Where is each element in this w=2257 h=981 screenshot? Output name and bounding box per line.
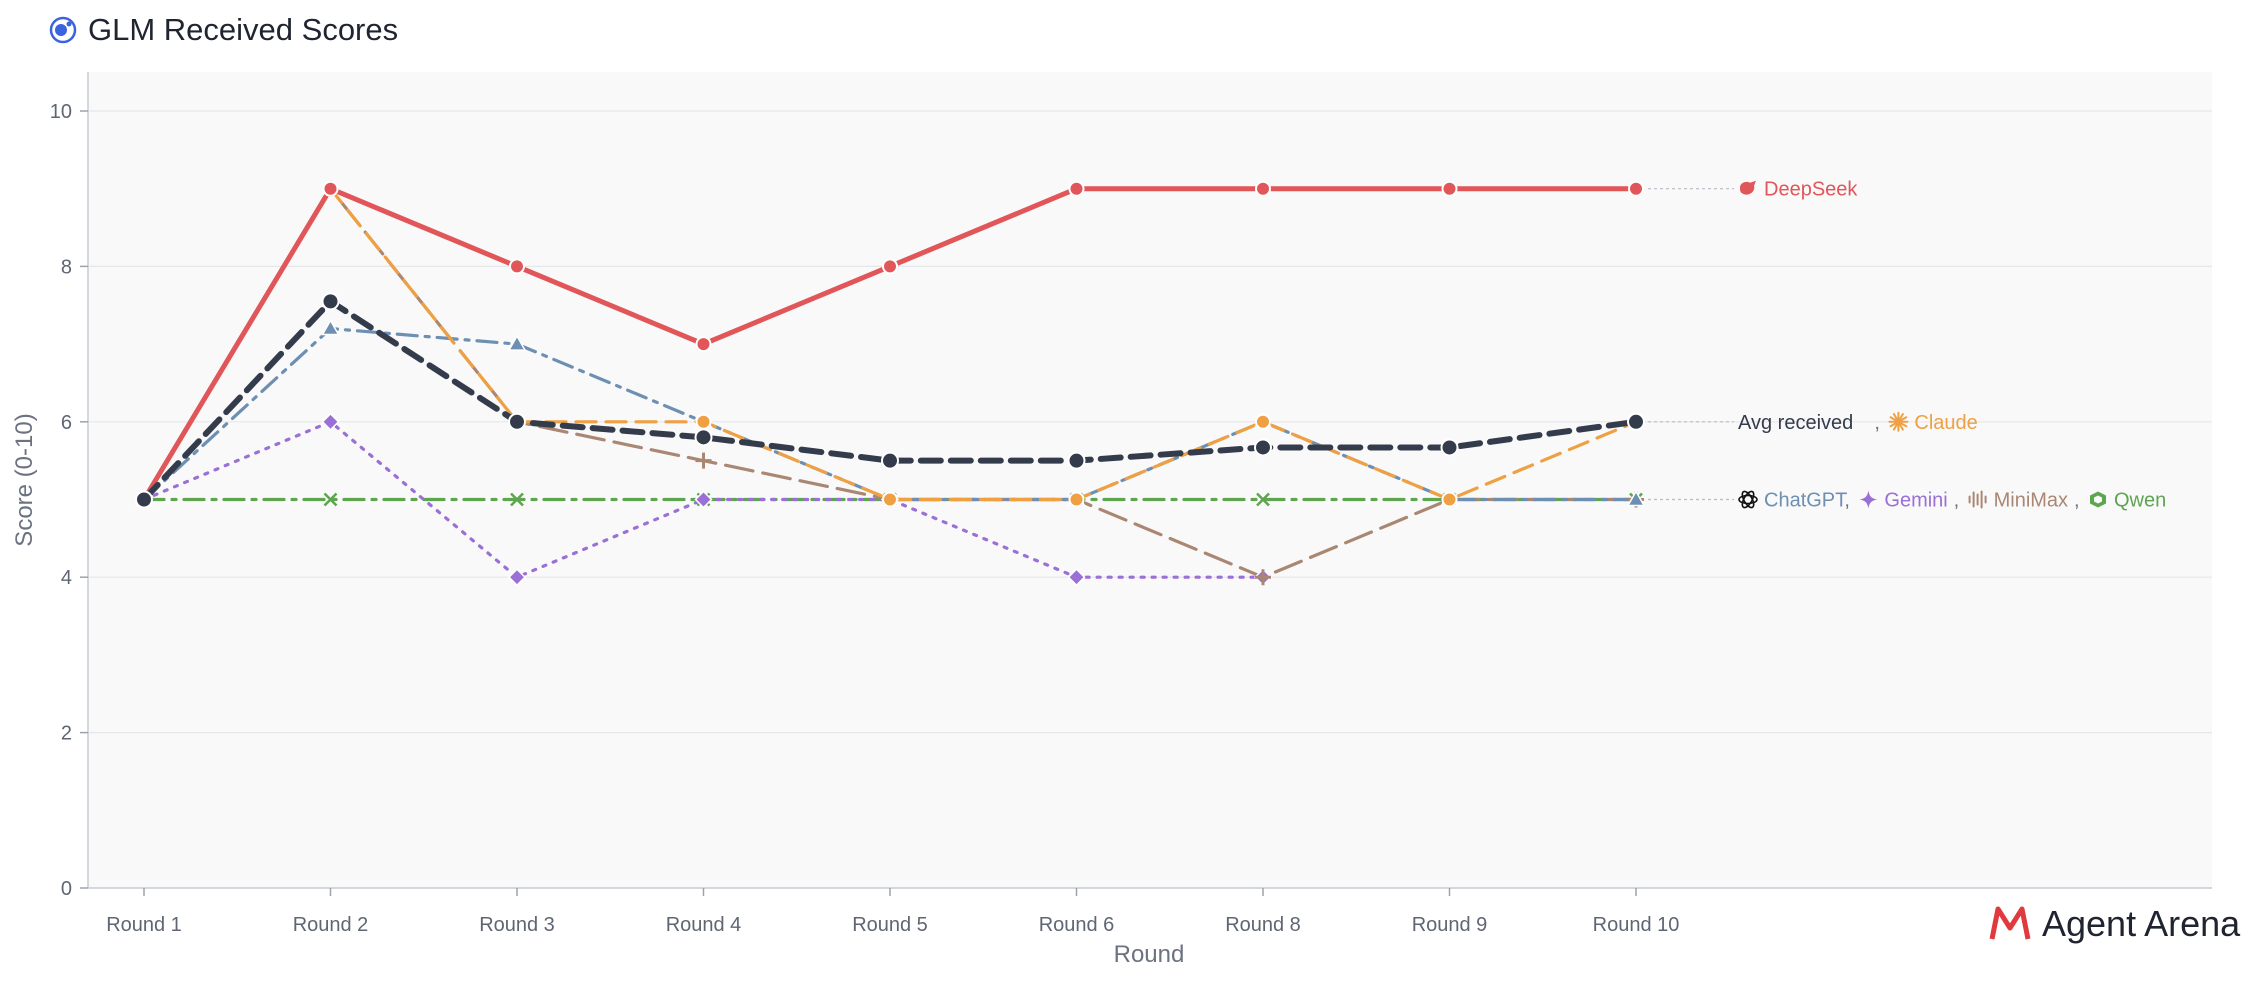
point-avg-received-9	[1627, 412, 1645, 431]
point-avg-received-7	[1254, 438, 1272, 457]
point-deepseek-9	[1628, 180, 1644, 197]
y-tick-label-0: 0	[61, 878, 72, 900]
point-avg-received-8	[1440, 438, 1459, 457]
y-tick-label-6: 6	[61, 412, 72, 434]
point-deepseek-3	[509, 258, 525, 275]
y-tick-label-2: 2	[61, 723, 72, 745]
brand-text: Agent Arena	[2042, 903, 2241, 944]
point-deepseek-7	[1255, 180, 1271, 197]
x-tick-label-3: Round 3	[479, 914, 555, 936]
point-claude-7	[1255, 413, 1271, 430]
x-tick-label-9: Round 10	[1593, 914, 1680, 936]
x-tick-label-1: Round 1	[106, 914, 182, 936]
point-deepseek-8	[1441, 180, 1458, 197]
point-deepseek-6	[1068, 180, 1085, 197]
end-label-deepseek: DeepSeek	[1764, 179, 1858, 201]
point-qwen-7	[1256, 492, 1270, 507]
point-chatgpt-3	[507, 334, 527, 351]
end-label-separator: ,	[1844, 490, 1850, 512]
end-label-icon-claude	[1888, 411, 1909, 432]
end-labels: DeepSeek Avg received, Claude ChatGPT, Gemin…	[1738, 179, 2166, 512]
end-label-avg-received: Avg received	[1738, 412, 1853, 434]
claude-sunburst-icon	[1888, 411, 1909, 432]
y-axis-title: Score (0-10)	[11, 413, 38, 546]
point-avg-received-5	[881, 451, 899, 470]
point-chatgpt-9	[1626, 489, 1646, 507]
end-label-separator: ,	[2074, 490, 2080, 512]
y-tick-label-8: 8	[61, 256, 72, 278]
point-minimax-4	[695, 452, 712, 469]
point-deepseek-5	[882, 258, 898, 275]
end-label-separator: ,	[1954, 490, 1960, 512]
point-gemini-4	[694, 490, 713, 509]
end-label-icon-deepseek	[1740, 180, 1756, 195]
chart-title-text: GLM Received Scores	[88, 12, 399, 47]
point-qwen-3	[510, 492, 524, 507]
point-minimax-7	[1255, 569, 1271, 586]
end-label-icon-minimax	[1968, 490, 1987, 509]
point-avg-received-2	[321, 292, 340, 311]
point-avg-received-4	[694, 428, 713, 447]
point-claude-4	[695, 413, 712, 430]
series-markers	[134, 180, 1646, 587]
point-gemini-3	[507, 568, 527, 587]
point-qwen-2	[323, 492, 338, 507]
end-label-icon-gemini	[1859, 490, 1878, 509]
minimax-wave-icon	[1968, 490, 1987, 509]
point-gemini-2	[321, 412, 340, 431]
point-avg-received-6	[1067, 451, 1086, 470]
x-axis-title: Round	[1114, 941, 1185, 968]
point-avg-received-3	[508, 412, 526, 431]
x-tick-label-8: Round 9	[1412, 914, 1488, 936]
chart-title: GLM Received Scores	[48, 10, 398, 50]
y-tick-label-4: 4	[61, 567, 72, 589]
end-label-icon-chatgpt	[1738, 490, 1758, 509]
x-tick-label-2: Round 2	[293, 914, 369, 936]
end-label-minimax: MiniMax	[1994, 490, 2068, 512]
deepseek-whale-icon	[1740, 180, 1756, 195]
end-label-icon-qwen	[2090, 491, 2106, 508]
point-claude-5	[882, 491, 898, 508]
point-deepseek-4	[695, 336, 712, 353]
x-tick-label-4: Round 4	[666, 914, 742, 936]
point-gemini-6	[1067, 568, 1086, 587]
end-label-gemini: Gemini	[1884, 490, 1947, 512]
x-tick-label-6: Round 6	[1039, 914, 1115, 936]
point-chatgpt-2	[321, 319, 340, 336]
point-deepseek-2	[322, 180, 339, 197]
brand-logo: Agent Arena	[1988, 903, 2240, 945]
end-label-separator: ,	[1874, 412, 1880, 434]
end-label-claude: Claude	[1914, 412, 1977, 434]
y-tick-label-10: 10	[50, 101, 72, 123]
plot-background	[88, 72, 2212, 888]
end-label-chatgpt: ChatGPT	[1764, 490, 1847, 512]
qwen-logo-icon	[2090, 491, 2106, 508]
x-tick-label-7: Round 8	[1225, 914, 1301, 936]
end-label-qwen: Qwen	[2114, 490, 2166, 512]
x-tick-label-5: Round 5	[852, 914, 928, 936]
point-claude-8	[1441, 491, 1458, 508]
chatgpt-logo-icon	[1738, 490, 1758, 509]
end-label-leaders	[1648, 188, 1734, 501]
glm-logo-icon	[49, 16, 77, 44]
point-avg-received-1	[135, 490, 153, 509]
gemini-sparkle-icon	[1859, 490, 1878, 509]
x-axis-ticks: Round 1 Round 2 Round 3 Round 4 Round 5 Round…	[106, 888, 1679, 936]
y-axis-ticks: 0 2 4 6 8 10	[50, 101, 88, 900]
point-claude-6	[1068, 491, 1085, 508]
agent-arena-logo-icon	[1989, 906, 2031, 940]
